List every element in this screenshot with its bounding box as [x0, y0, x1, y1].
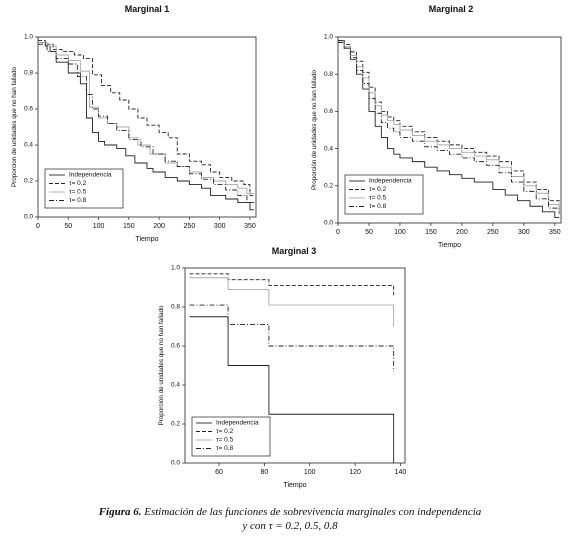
legend-label: τ= 0.5 — [369, 195, 387, 202]
y-tick-label: 0.0 — [324, 220, 333, 227]
figure-caption-line1: Figura 6. Estimación de las funciones de… — [0, 506, 580, 518]
x-tick-label: 100 — [304, 469, 316, 476]
y-tick-label: 0.2 — [324, 183, 333, 190]
series-line-dashdot — [38, 43, 255, 204]
figure-caption-line2: y con τ = 0.2, 0.5, 0.8 — [242, 520, 338, 532]
chart-title: Marginal 2 — [429, 4, 474, 14]
x-axis-label: Tiempo — [438, 242, 461, 249]
y-tick-label: 0.2 — [24, 178, 33, 185]
y-tick-label: 1.0 — [171, 265, 180, 272]
figure-caption-text: Estimación de las funciones de sobrevive… — [141, 506, 482, 518]
x-tick-label: 200 — [456, 229, 468, 236]
y-tick-label: 0.8 — [24, 70, 33, 77]
series-line-solid — [38, 41, 255, 195]
chart-1: Marginal 1 0 50 100 150 200 250 300 350 0.0 0.2 0.4… — [11, 4, 257, 243]
chart-2: Marginal 2 0 50 100 150 200 250 300 350 0.0 0.2 0.4… — [311, 4, 562, 249]
x-tick-label: 250 — [487, 229, 499, 236]
y-tick-label: 0.6 — [24, 106, 33, 113]
y-tick-label: 0.4 — [324, 145, 333, 152]
x-tick-label: 300 — [214, 223, 226, 230]
legend-label: Independencia — [216, 420, 259, 427]
y-tick-label: 1.0 — [24, 34, 33, 41]
y-tick-label: 0.0 — [24, 214, 33, 221]
y-tick-label: 0.8 — [171, 304, 180, 311]
x-tick-label: 0 — [336, 229, 340, 236]
series-line-solid — [338, 42, 560, 212]
legend-label: τ= 0.2 — [216, 428, 234, 435]
plot-frame — [337, 36, 562, 224]
y-tick-label: 0.6 — [171, 343, 180, 350]
legend-box — [44, 168, 124, 209]
x-axis-label: Tiempo — [283, 482, 306, 489]
figure-caption-label: Figura 6. — [98, 506, 142, 518]
y-tick-label: 0.4 — [171, 382, 180, 389]
y-tick-label: 0.2 — [171, 421, 180, 428]
chart-title: Marginal 1 — [125, 4, 170, 14]
x-tick-label: 50 — [365, 229, 373, 236]
legend-label: τ= 0.8 — [369, 203, 387, 210]
series-line-dashed — [338, 40, 560, 209]
series-line-dashed — [38, 40, 255, 196]
chart-3: Marginal 3 60 80 100 120 140 0.0 0.2 0.4 0.6 0.8 1.… — [158, 246, 406, 489]
series-line-dashdot — [189, 304, 395, 372]
x-tick-label: 150 — [123, 223, 135, 230]
series-line-dashed — [189, 273, 395, 296]
x-tick-label: 150 — [425, 229, 437, 236]
y-axis-label: Proporción de unidades que no han fallad… — [158, 305, 165, 426]
x-tick-label: 250 — [184, 223, 196, 230]
x-tick-label: 350 — [244, 223, 256, 230]
x-tick-label: 350 — [549, 229, 561, 236]
x-tick-label: 0 — [36, 223, 40, 230]
x-tick-label: 100 — [93, 223, 105, 230]
y-axis-label: Proporcion de unidades que no han fallad… — [11, 66, 18, 187]
x-tick-label: 140 — [395, 469, 407, 476]
x-tick-label: 60 — [215, 469, 223, 476]
x-tick-label: 300 — [518, 229, 530, 236]
legend-label: τ= 0.8 — [216, 445, 234, 452]
series-line-solid — [38, 41, 255, 211]
legend-box — [344, 174, 424, 215]
legend-label: Independencia — [369, 178, 412, 185]
legend-label: Independencia — [69, 172, 112, 179]
x-axis-label: Tiempo — [135, 236, 158, 243]
legend-label: τ= 0.2 — [69, 180, 87, 187]
legend-label: τ= 0.5 — [69, 189, 87, 196]
chart-title: Marginal 3 — [272, 246, 317, 256]
y-tick-label: 0.8 — [324, 71, 333, 78]
plot-frame — [184, 267, 406, 464]
y-tick-label: 1.0 — [324, 34, 333, 41]
x-tick-label: 200 — [153, 223, 165, 230]
y-tick-label: 0.6 — [324, 108, 333, 115]
x-tick-label: 120 — [349, 469, 361, 476]
y-tick-label: 0.0 — [171, 460, 180, 467]
legend-label: τ= 0.8 — [69, 197, 87, 204]
plot-frame — [37, 36, 257, 218]
legend-label: τ= 0.2 — [369, 186, 387, 193]
y-tick-label: 0.4 — [24, 142, 33, 149]
legend-box — [191, 416, 271, 457]
legend-label: τ= 0.5 — [216, 437, 234, 444]
x-tick-label: 50 — [64, 223, 72, 230]
x-tick-label: 80 — [260, 469, 268, 476]
series-line-dashdot — [338, 42, 560, 214]
x-tick-label: 100 — [394, 229, 406, 236]
y-axis-label: Proporción de unidades que no han fallad… — [311, 69, 318, 190]
series-line-solid — [189, 277, 395, 327]
